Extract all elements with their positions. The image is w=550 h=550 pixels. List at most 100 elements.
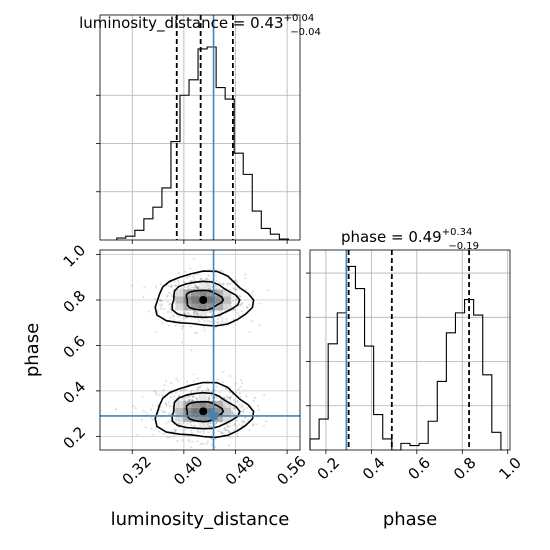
scatter-point — [233, 407, 236, 410]
scatter-point — [241, 310, 244, 313]
scatter-point — [187, 399, 190, 402]
scatter-point — [183, 313, 187, 316]
scatter-point — [251, 424, 255, 427]
scatter-point — [169, 316, 172, 319]
scatter-point — [171, 295, 174, 299]
scatter-point — [207, 274, 210, 277]
scatter-point — [196, 311, 199, 314]
joint-scatter-panel: 0.32 0.40 0.48 0.56 0.2 0.4 0.6 0.8 1.0 luminos… — [22, 241, 310, 530]
scatter-point — [210, 437, 213, 441]
scatter-point — [224, 429, 227, 432]
scatter-point — [187, 312, 190, 315]
scatter-point — [233, 308, 237, 311]
scatter-point — [217, 378, 220, 381]
scatter-point — [197, 320, 201, 323]
density-cell — [191, 296, 200, 304]
scatter-point — [240, 303, 243, 306]
scatter-point — [184, 312, 187, 316]
scatter-point — [114, 408, 118, 411]
scatter-point — [219, 321, 223, 324]
scatter-point — [194, 331, 197, 334]
scatter-point — [250, 293, 253, 296]
scatter-point — [239, 406, 242, 409]
scatter-point — [171, 294, 174, 297]
scatter-point — [192, 313, 196, 316]
scatter-point — [158, 299, 161, 303]
scatter-point — [224, 387, 228, 390]
scatter-point — [192, 275, 195, 278]
scatter-point — [243, 273, 247, 276]
scatter-point — [232, 287, 235, 290]
scatter-point — [259, 302, 262, 305]
scatter-point — [209, 425, 212, 428]
scatter-point — [238, 403, 241, 406]
density-contour — [154, 381, 255, 439]
scatter-point — [147, 310, 150, 313]
scatter-point — [214, 326, 217, 330]
density-cell — [191, 289, 200, 297]
scatter-point — [207, 398, 210, 401]
scatter-point — [182, 389, 185, 392]
scatter-point — [225, 318, 228, 321]
density-cell — [175, 400, 184, 408]
scatter-point — [192, 311, 195, 314]
scatter-point — [193, 286, 196, 289]
scatter-point — [237, 314, 241, 318]
density-cell — [215, 303, 224, 311]
scatter-point — [232, 295, 235, 298]
scatter-point — [199, 317, 202, 320]
density-cell — [175, 296, 184, 304]
scatter-point — [206, 278, 209, 281]
scatter-point — [173, 398, 176, 401]
density-contour — [171, 391, 241, 430]
scatter-point — [187, 395, 190, 398]
scatter-point — [183, 281, 186, 284]
scatter-point — [238, 392, 241, 395]
ax2-ytick-label: 0.2 — [60, 423, 90, 453]
scatter-point — [172, 318, 176, 322]
scatter-point — [151, 404, 154, 407]
scatter-point — [188, 274, 192, 278]
scatter-point — [182, 325, 185, 328]
scatter-point — [205, 442, 208, 446]
phase-x-axis-label: phase — [383, 509, 437, 530]
density-cell — [175, 414, 184, 422]
scatter-point — [236, 311, 239, 315]
scatter-point — [209, 310, 212, 313]
scatter-point — [203, 319, 207, 323]
scatter-point — [227, 444, 231, 447]
scatter-point — [175, 377, 178, 380]
scatter-point — [165, 422, 168, 425]
scatter-point — [255, 423, 258, 426]
scatter-point — [245, 395, 248, 398]
scatter-point — [177, 279, 180, 283]
scatter-point — [154, 285, 158, 288]
scatter-point — [208, 311, 211, 314]
scatter-point — [167, 420, 170, 423]
scatter-point — [215, 421, 218, 424]
scatter-point — [231, 410, 234, 413]
scatter-point — [177, 315, 180, 318]
scatter-point — [159, 305, 162, 308]
scatter-point — [228, 422, 231, 425]
scatter-point — [142, 409, 145, 412]
scatter-point — [193, 310, 196, 313]
scatter-point — [233, 288, 236, 291]
scatter-point — [224, 428, 227, 431]
scatter-point — [215, 279, 218, 282]
scatter-point — [220, 269, 223, 272]
scatter-point — [196, 387, 199, 390]
scatter-point — [161, 322, 164, 325]
scatter-point — [210, 313, 213, 316]
scatter-point — [225, 321, 229, 324]
x-axis-label: luminosity_distance — [111, 509, 290, 530]
density-cell — [175, 407, 184, 415]
scatter-point — [192, 277, 196, 280]
scatter-point — [196, 389, 199, 392]
ax3-title: phase = 0.49+0.34 −0.19 — [341, 227, 479, 252]
scatter-point — [248, 330, 251, 334]
scatter-point — [174, 391, 177, 394]
scatter-point — [190, 280, 193, 283]
scatter-point — [209, 422, 212, 425]
scatter-point — [167, 401, 170, 404]
